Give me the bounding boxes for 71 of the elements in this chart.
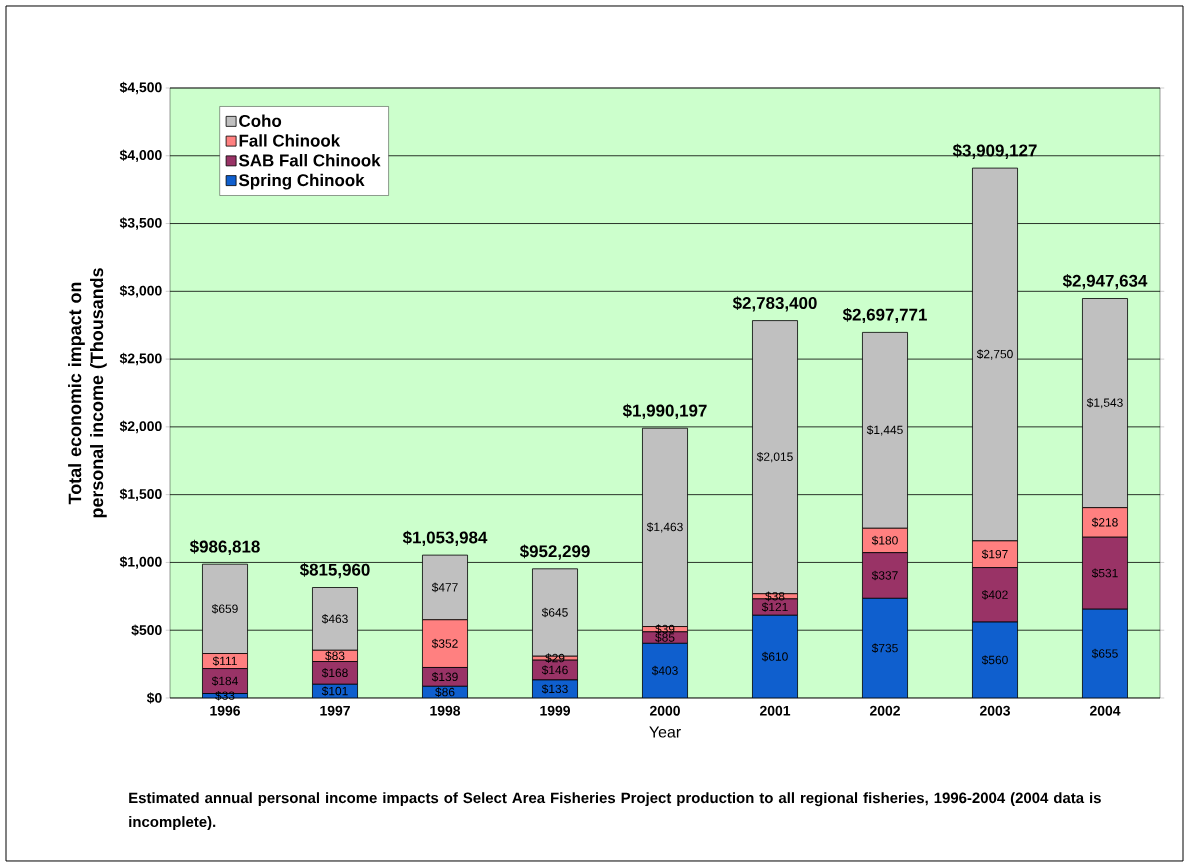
data-label: $337 (871, 570, 898, 581)
data-label: $645 (541, 607, 568, 618)
annotation: $2,783,400 (732, 296, 817, 312)
x-tick-label: 1998 (430, 705, 461, 716)
x-tick-label: 1997 (320, 705, 350, 716)
data-label: $1,543 (1086, 397, 1123, 409)
y-tick-label: $4,500 (119, 81, 162, 95)
data-label: $83 (325, 651, 345, 661)
y-tick-label: $2,000 (119, 420, 162, 434)
y-tick-label: $4,000 (119, 149, 162, 163)
x-axis-title: Year (649, 726, 681, 738)
data-label: $352 (431, 638, 458, 649)
x-tick-label: 2002 (869, 705, 900, 716)
data-label: $560 (981, 655, 1008, 665)
data-label: $402 (981, 589, 1008, 600)
data-label: $1,445 (866, 425, 903, 436)
y-tick-label: $2,500 (119, 352, 162, 366)
annotation: $952,299 (519, 544, 590, 560)
x-tick-label: 2000 (649, 705, 680, 716)
bar (752, 614, 798, 698)
x-tick-label: 1996 (210, 705, 241, 716)
annotation: $815,960 (299, 562, 370, 579)
data-label: $735 (871, 643, 898, 653)
data-label: $133 (541, 684, 568, 694)
data-label: $85 (655, 632, 675, 643)
data-label: $168 (321, 668, 348, 678)
x-tick-label: 2001 (759, 705, 791, 716)
annotation: $1,053,984 (402, 530, 488, 546)
text: Estimated annual personal income impacts of Select Area Fisheries Project production to all regional fisheries, 1996-2004 (2004 data is incomplete). (129, 792, 1101, 831)
data-label: $139 (431, 672, 458, 682)
y-axis-title: Total economic impact on personal income (Thousands (68, 268, 107, 518)
data-label: $463 (321, 614, 348, 624)
y-tick-label: $3,500 (119, 217, 162, 230)
data-label: $86 (435, 687, 455, 697)
bar (862, 597, 908, 698)
data-label: $197 (981, 549, 1008, 560)
bar (1082, 608, 1128, 698)
data-label: $101 (321, 686, 348, 696)
annotation: $1,990,197 (622, 403, 707, 420)
data-label: $184 (211, 676, 238, 686)
x-tick-label: 2004 (1089, 705, 1121, 716)
legend-label: Coho (239, 114, 282, 127)
data-label: $1,463 (646, 522, 683, 533)
bar (642, 642, 688, 698)
y-tick-label: $1,000 (119, 556, 162, 569)
data-label: $477 (431, 582, 458, 593)
y-tick-label: $0 (146, 692, 162, 704)
annotation: $2,697,771 (842, 307, 927, 324)
annotation: $2,947,634 (1062, 274, 1148, 290)
x-tick-label: 2003 (979, 705, 1010, 716)
bar (972, 621, 1018, 698)
data-label: $180 (871, 535, 898, 546)
data-label: $111 (212, 656, 237, 666)
legend-label: SAB Fall Chinook (238, 153, 381, 167)
annotation: $986,818 (189, 539, 260, 556)
data-label: $610 (761, 651, 788, 662)
legend-label: Spring Chinook (238, 173, 365, 190)
data-label: $659 (211, 604, 238, 614)
x-tick-label: 1999 (540, 705, 571, 716)
legend-label: Fall Chinook (239, 134, 341, 147)
data-label: $531 (1091, 568, 1118, 579)
data-label: $218 (1091, 517, 1118, 528)
data-label: $403 (651, 665, 678, 676)
y-tick-label: $500 (131, 624, 162, 636)
data-label: $2,015 (756, 451, 793, 463)
y-tick-label: $1,500 (119, 488, 162, 501)
data-label: $121 (761, 602, 788, 612)
data-label: $655 (1091, 648, 1118, 659)
data-label: $146 (541, 665, 568, 675)
y-tick-label: $3,000 (119, 285, 162, 298)
data-label: $2,750 (976, 349, 1013, 360)
